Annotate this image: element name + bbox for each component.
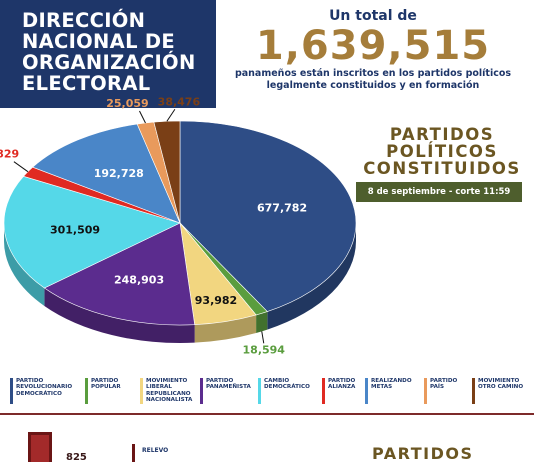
pie-value-label-3: 248,903 [114,273,164,286]
pie-leader-5 [13,161,29,173]
pie-slice-0 [179,120,357,312]
section-divider [0,413,534,415]
pie-leader-8 [166,109,176,122]
total-block: Un total de 1,639,515 panameños están in… [218,8,528,92]
date-badge: 8 de septiembre - corte 11:59 p.m. [356,182,522,217]
header-title: DIRECCIÓN NACIONAL DE ORGANIZACIÓN ELECT… [22,9,196,95]
side-title: PARTIDOS POLÍTICOS CONSTITUIDOS [363,125,521,178]
legend-swatch [472,378,475,404]
legend: PARTIDO REVOLUCIONARIO DEMOCRÁTICO PARTID… [10,378,530,408]
pie-side-4-0 [4,223,45,307]
pie-leader-7 [139,110,146,124]
legend-label: PARTIDO POPULAR [91,378,121,391]
legend-label: REALIZANDO METAS [371,378,412,391]
pie-side-2-0 [194,314,257,343]
legend-item: PARTIDO PANAMEÑISTA [200,378,251,404]
pie-slice-6 [32,123,181,224]
legend-label: PARTIDO PANAMEÑISTA [206,378,251,391]
legend-swatch [140,378,143,404]
pie-value-label-1: 18,594 [243,343,286,356]
total-number: 1,639,515 [255,23,491,69]
pie-slice-4 [3,175,181,289]
pie-value-label-7: 25,059 [106,97,148,110]
legend-item: REALIZANDO METAS [365,378,412,404]
pie-chart: 677,782 18,594 93,982 248,903 301,509 26,829 1… [0,95,357,356]
legend-item: MOVIMIENTO LIBERAL REPUBLICANO NACIONALI… [140,378,192,404]
legend-item: PARTIDO POPULAR [85,378,121,404]
total-intro: Un total de [329,8,417,24]
bottom-bar-mark [28,432,52,462]
legend-swatch [424,378,427,404]
legend-label: PARTIDO ALIANZA [328,378,356,391]
legend-label: MOVIMIENTO LIBERAL REPUBLICANO NACIONALI… [146,378,193,404]
legend-swatch [258,378,261,404]
legend-item: PARTIDO PAÍS [424,378,457,404]
legend-item: PARTIDO ALIANZA [322,378,355,404]
legend-item: PARTIDO REVOLUCIONARIO DEMOCRÁTICO [10,378,72,404]
legend-item: CAMBIO DEMOCRÁTICO [258,378,310,404]
legend-swatch [200,378,203,404]
relevo-label: RELEVO [142,447,169,454]
pie-value-label-5: 26,829 [0,148,19,161]
legend-label: PARTIDO PAÍS [430,378,458,391]
legend-label: PARTIDO REVOLUCIONARIO DEMOCRÁTICO [16,378,73,397]
pie-value-label-4: 301,509 [50,224,100,237]
pie-value-label-8: 38,476 [158,95,201,108]
header-banner: DIRECCIÓN NACIONAL DE ORGANIZACIÓN ELECT… [0,0,216,108]
pie-slice-3 [43,222,196,326]
relevo-swatch [132,444,135,462]
pie-value-label-0: 677,782 [257,201,307,214]
pie-side-3-0 [44,288,195,343]
legend-swatch [85,378,88,404]
pie-leader-1 [261,331,265,344]
legend-swatch [10,378,13,404]
pie-side-1-0 [256,311,268,333]
bottom-number: 825 [66,452,87,462]
legend-label: MOVIMIENTO OTRO CAMINO [478,378,524,391]
legend-item: MOVIMIENTO OTRO CAMINO [472,378,523,404]
pie-value-label-6: 192,728 [94,167,144,180]
legend-swatch [322,378,325,404]
legend-swatch [365,378,368,404]
total-subtitle: panameños están inscritos en los partido… [234,68,512,91]
legend-label: CAMBIO DEMOCRÁTICO [264,378,310,391]
pie-value-label-2: 93,982 [195,294,237,307]
bottom-title: PARTIDOS [372,444,474,462]
